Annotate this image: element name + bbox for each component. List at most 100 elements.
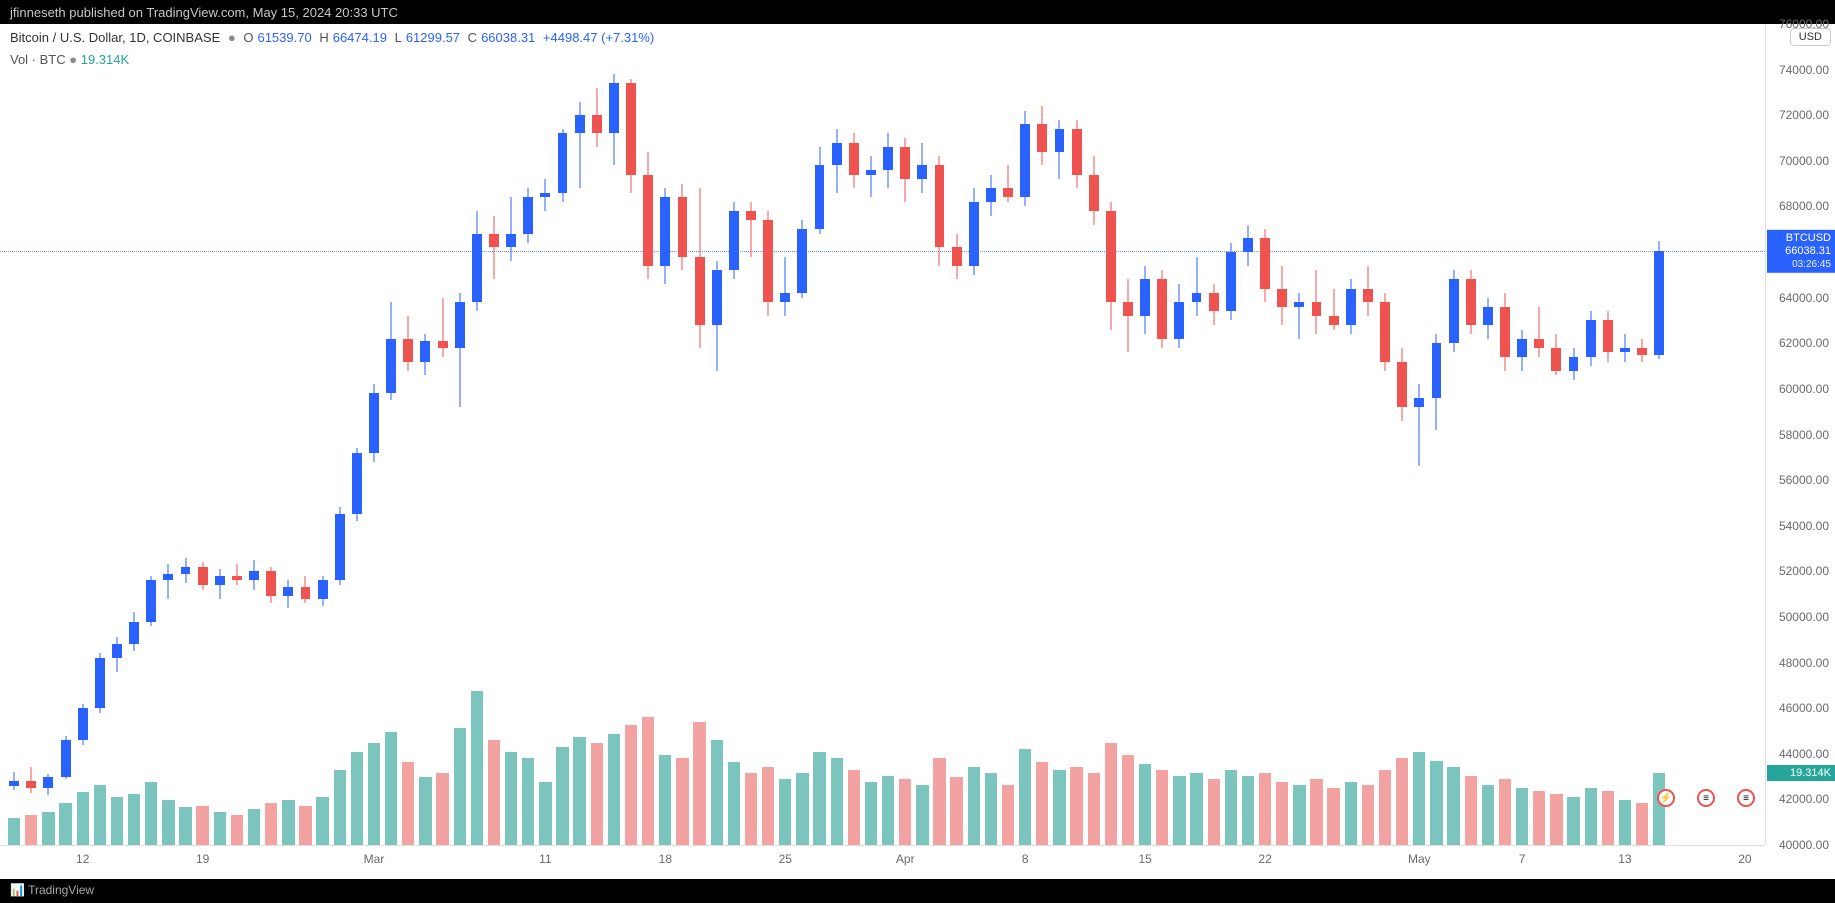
candle xyxy=(1190,24,1202,845)
y-tick: 44000.00 xyxy=(1779,747,1829,761)
candle xyxy=(1345,24,1357,845)
publish-header: jfinneseth published on TradingView.com,… xyxy=(0,0,1835,24)
volume-bar xyxy=(933,758,945,845)
volume-info-bar: Vol · BTC ● 19.314K xyxy=(10,52,129,67)
x-tick: 19 xyxy=(196,852,209,866)
y-tick: 56000.00 xyxy=(1779,473,1829,487)
volume-bar xyxy=(950,777,962,845)
x-tick: 15 xyxy=(1138,852,1151,866)
price-axis[interactable]: USD 40000.0042000.0044000.0046000.004800… xyxy=(1765,24,1835,845)
candle xyxy=(625,24,637,845)
volume-bar xyxy=(1019,749,1031,845)
volume-bar xyxy=(59,803,71,845)
footer: 📊 TradingView xyxy=(0,879,1835,903)
candle xyxy=(796,24,808,845)
volume-bar xyxy=(436,773,448,845)
x-tick: 7 xyxy=(1519,852,1526,866)
bolt-icon[interactable]: ⚡ xyxy=(1657,789,1675,807)
candle xyxy=(1070,24,1082,845)
candle xyxy=(351,24,363,845)
volume-bar xyxy=(1036,762,1048,845)
volume-bar xyxy=(659,755,671,845)
volume-bar xyxy=(1362,785,1374,845)
x-tick: 18 xyxy=(659,852,672,866)
volume-bar xyxy=(1585,788,1597,845)
plot-area[interactable]: ≡ ≡ ⚡ xyxy=(0,24,1765,845)
candle xyxy=(1447,24,1459,845)
y-tick: 72000.00 xyxy=(1779,108,1829,122)
flag-icon[interactable]: ≡ xyxy=(1697,789,1715,807)
volume-bar xyxy=(539,782,551,845)
y-tick: 70000.00 xyxy=(1779,154,1829,168)
volume-bar xyxy=(728,762,740,845)
volume-bar xyxy=(1516,788,1528,845)
volume-bar xyxy=(1430,761,1442,845)
volume-bar xyxy=(625,725,637,845)
candle xyxy=(1242,24,1254,845)
candle xyxy=(77,24,89,845)
candle xyxy=(111,24,123,845)
vol-label: Vol · BTC xyxy=(10,52,66,67)
volume-bar xyxy=(419,777,431,845)
time-axis[interactable]: 1219Mar111825Apr81522May71320 xyxy=(0,845,1765,879)
flag-icon[interactable]: ≡ xyxy=(1737,789,1755,807)
y-tick: 64000.00 xyxy=(1779,291,1829,305)
y-tick: 48000.00 xyxy=(1779,656,1829,670)
ohlc-h-label: H xyxy=(319,30,328,45)
candle xyxy=(1499,24,1511,845)
candle xyxy=(299,24,311,845)
y-tick: 42000.00 xyxy=(1779,792,1829,806)
candle xyxy=(676,24,688,845)
candle xyxy=(1619,24,1631,845)
symbol-info-bar: Bitcoin / U.S. Dollar, 1D, COINBASE ● O6… xyxy=(10,30,658,45)
x-tick: May xyxy=(1408,852,1431,866)
volume-bar xyxy=(1533,791,1545,845)
candle xyxy=(1550,24,1562,845)
volume-bar xyxy=(556,747,568,845)
volume-bar xyxy=(1259,773,1271,845)
volume-bar xyxy=(179,807,191,845)
candle xyxy=(25,24,37,845)
candle xyxy=(933,24,945,845)
ohlc-change: +4498.47 (+7.31%) xyxy=(543,30,654,45)
volume-bar xyxy=(1225,770,1237,845)
symbol-line[interactable]: Bitcoin / U.S. Dollar, 1D, COINBASE xyxy=(10,30,220,45)
volume-bar xyxy=(1636,803,1648,845)
candle xyxy=(282,24,294,845)
volume-bar xyxy=(471,691,483,845)
candle xyxy=(899,24,911,845)
volume-bar xyxy=(1550,794,1562,845)
volume-bar xyxy=(25,815,37,845)
candle xyxy=(1396,24,1408,845)
candle xyxy=(1653,24,1665,845)
volume-bar xyxy=(831,758,843,845)
volume-bar xyxy=(796,773,808,845)
x-tick: Mar xyxy=(364,852,385,866)
volume-bar xyxy=(1482,785,1494,845)
volume-bar xyxy=(299,806,311,845)
x-tick: 8 xyxy=(1022,852,1029,866)
candle xyxy=(368,24,380,845)
volume-bar xyxy=(1208,779,1220,845)
volume-bar xyxy=(1070,767,1082,845)
candle xyxy=(1259,24,1271,845)
candle xyxy=(539,24,551,845)
y-tick: 58000.00 xyxy=(1779,428,1829,442)
volume-bar xyxy=(231,815,243,845)
volume-bar xyxy=(1327,788,1339,845)
volume-bar xyxy=(145,782,157,845)
volume-bar xyxy=(968,767,980,845)
volume-bar xyxy=(1602,791,1614,845)
candle xyxy=(248,24,260,845)
volume-bar xyxy=(111,797,123,845)
candle xyxy=(1122,24,1134,845)
volume-bar xyxy=(1465,776,1477,845)
candle xyxy=(1036,24,1048,845)
candle xyxy=(985,24,997,845)
y-tick: 74000.00 xyxy=(1779,63,1829,77)
candle xyxy=(608,24,620,845)
candle xyxy=(196,24,208,845)
candle xyxy=(1465,24,1477,845)
x-tick: 13 xyxy=(1618,852,1631,866)
volume-bar xyxy=(265,803,277,845)
